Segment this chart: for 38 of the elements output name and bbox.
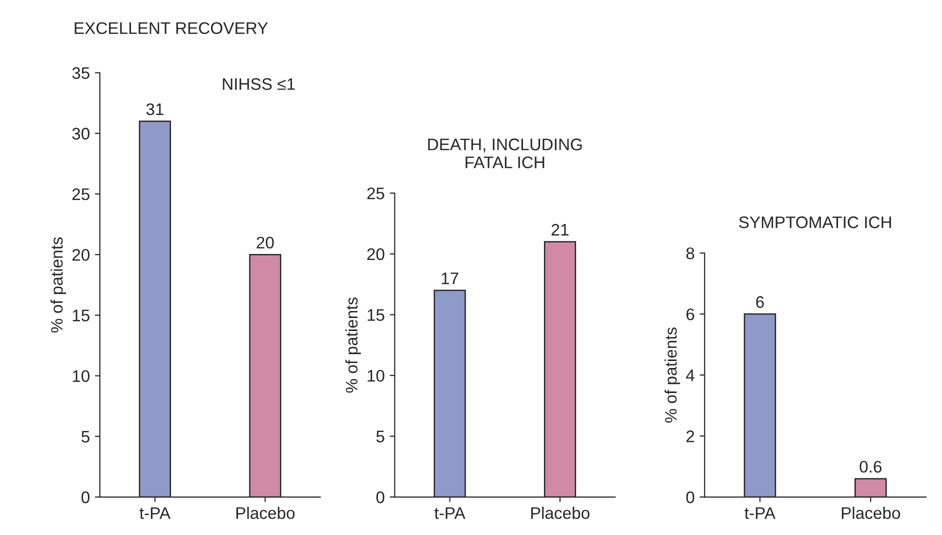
y-tick-label: 2 [686,430,694,442]
chart-title: SYMPTOMATIC ICH [739,216,891,228]
y-tick-label: 5 [82,430,90,443]
y-tick-label: 0 [686,491,694,504]
x-tick-label: t-PA [744,507,776,519]
data-label: 20 [256,236,274,249]
y-tick-label: 25 [72,188,90,200]
y-tick-label: 10 [72,370,90,382]
y-tick-label: 8 [686,247,694,260]
y-tick-label: 4 [686,370,694,382]
chart-title: DEATH, INCLUDING FATAL ICH [428,138,582,168]
y-tick-label: 0 [82,491,90,504]
data-label: 0.6 [860,460,882,473]
y-tick-label: 30 [72,128,90,140]
x-tick-label: t-PA [140,507,171,519]
data-label: 17 [442,272,458,284]
data-label: 6 [756,296,764,308]
chart-title: EXCELLENT RECOVERY [74,22,268,34]
chart-subtitle: NIHSS ≤1 [222,78,295,90]
y-tick-label: 15 [72,310,90,322]
y-tick-label: 25 [367,188,384,200]
y-tick-label: 35 [72,67,90,79]
y-axis-title: % of patients [664,327,680,423]
y-tick-label: 20 [367,248,384,260]
data-label: 21 [552,224,568,236]
y-tick-label: 10 [368,370,384,382]
x-tick-label: Placebo [842,506,900,519]
x-tick-label: Placebo [236,506,295,519]
y-tick-label: 20 [72,248,90,261]
data-label: 31 [146,103,164,116]
y-axis-title: % of patients [345,297,361,393]
y-tick-label: 15 [368,309,384,321]
y-tick-label: 5 [376,430,384,442]
x-tick-label: t-PA [434,507,466,519]
y-tick-label: 6 [686,308,694,320]
y-axis-title: % of patients [50,237,66,332]
x-tick-label: Placebo [531,506,590,519]
y-tick-label: 0 [376,491,384,504]
